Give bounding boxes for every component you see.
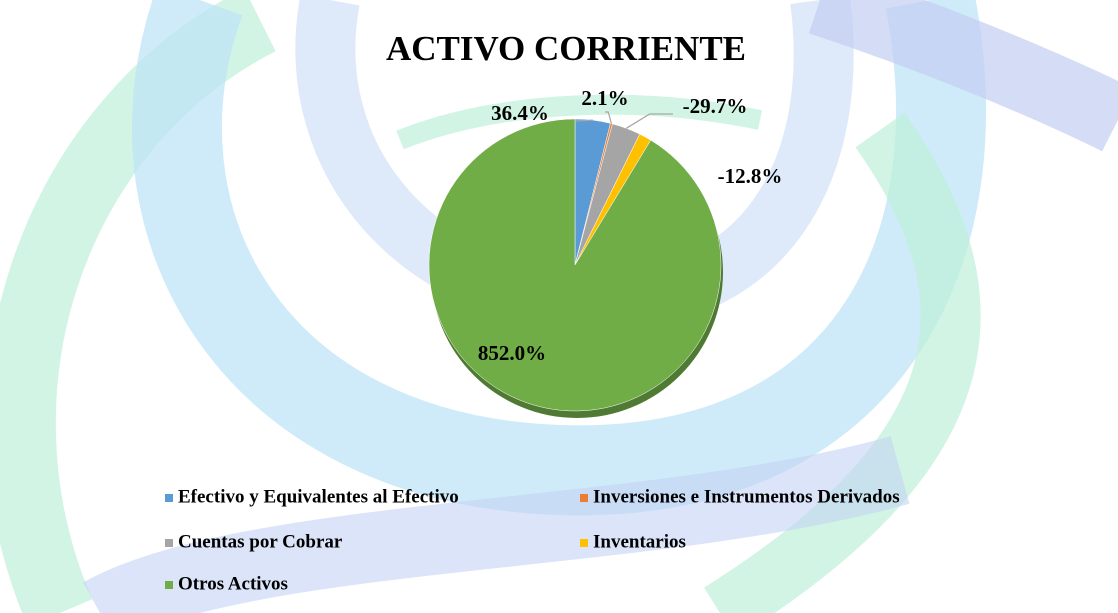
leader-line [626,113,673,129]
pie-slice [428,118,722,412]
data-label: 852.0% [478,341,546,365]
legend-marker [165,581,173,589]
legend-label: Inversiones e Instrumentos Derivados [593,486,900,507]
data-label: 2.1% [581,86,628,110]
leader-line [605,111,613,124]
data-label: -29.7% [683,94,748,118]
data-label: -12.8% [718,164,783,188]
data-label: 36.4% [491,101,549,125]
legend-label: Efectivo y Equivalentes al Efectivo [178,486,459,507]
legend-marker [165,494,173,502]
legend-label: Otros Activos [178,573,288,594]
legend-label: Cuentas por Cobrar [178,531,343,552]
chart-title: ACTIVO CORRIENTE [386,29,746,68]
legend-marker [165,539,173,547]
legend-marker [580,539,588,547]
legend-marker [580,494,588,502]
legend-label: Inventarios [593,531,686,552]
